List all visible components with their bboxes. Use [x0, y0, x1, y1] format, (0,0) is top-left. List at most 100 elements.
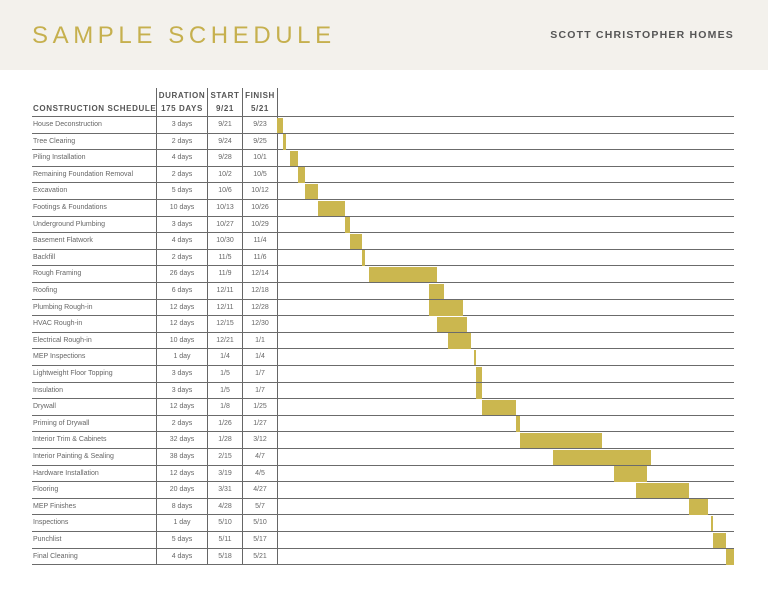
- task-finish: 1/27: [253, 419, 267, 427]
- table-row: HVAC Rough-in 12 days 12/15 12/30: [0, 316, 768, 333]
- gantt-bar: [515, 416, 520, 432]
- task-duration: 10 days: [169, 336, 195, 344]
- row-divider: [32, 132, 734, 134]
- task-finish: 3/12: [253, 436, 267, 444]
- table-row: Footings & Foundations 10 days 10/13 10/26: [0, 200, 768, 217]
- table-row: Priming of Drywall 2 days 1/26 1/27: [0, 416, 768, 433]
- task-finish: 1/25: [253, 403, 267, 411]
- gantt-bar: [350, 233, 362, 250]
- task-duration: 2 days: [171, 137, 193, 145]
- task-name: Piling Installation: [33, 154, 86, 162]
- task-finish: 5/10: [253, 519, 267, 527]
- task-start: 4/28: [218, 502, 232, 510]
- row-divider: [32, 531, 734, 532]
- table-row: MEP Finishes 8 days 4/28 5/7: [0, 499, 768, 516]
- task-finish: 12/18: [251, 287, 269, 294]
- start-column-header: START: [210, 91, 240, 100]
- gantt-bar: [361, 250, 366, 266]
- table-row: Roofing 6 days 12/11 12/18: [0, 283, 768, 300]
- gantt-bar: [481, 399, 516, 416]
- task-duration: 5 days: [171, 536, 193, 543]
- row-divider: [32, 497, 734, 499]
- brand-logo-text: SCOTT CHRISTOPHER HOMES: [550, 29, 734, 41]
- row-divider: [32, 215, 734, 217]
- task-start: 3/31: [218, 486, 232, 494]
- task-duration: 38 days: [169, 453, 195, 460]
- task-start: 10/6: [218, 187, 232, 195]
- task-duration: 3 days: [171, 220, 193, 228]
- task-name: Flooring: [33, 486, 59, 494]
- page-header: SAMPLE SCHEDULE SCOTT CHRISTOPHER HOMES: [0, 0, 768, 70]
- finish-column-header: FINISH: [245, 91, 275, 100]
- table-row: Electrical Rough-in 10 days 12/21 1/1: [0, 333, 768, 350]
- task-start: 11/5: [218, 253, 232, 261]
- task-start: 9/28: [218, 154, 232, 162]
- task-finish: 4/7: [255, 453, 265, 460]
- task-start: 3/19: [218, 469, 232, 477]
- table-row: Inspections 1 day 5/10 5/10: [0, 515, 768, 532]
- table-row: Lightweight Floor Topping 3 days 1/5 1/7: [0, 366, 768, 383]
- row-divider: [32, 315, 734, 317]
- task-duration: 4 days: [171, 552, 193, 560]
- duration-column-header: DURATION: [158, 91, 206, 100]
- task-duration: 12 days: [169, 403, 195, 411]
- task-name: Lightweight Floor Topping: [33, 370, 113, 377]
- gantt-bar: [448, 333, 471, 349]
- task-name: Tree Clearing: [33, 137, 76, 145]
- gantt-bar: [474, 349, 477, 366]
- row-divider: [32, 182, 734, 184]
- column-divider: [277, 88, 278, 566]
- task-start: 2/15: [218, 453, 232, 460]
- column-divider: [156, 88, 157, 566]
- gantt-bar: [613, 466, 648, 482]
- gantt-bar: [476, 383, 482, 399]
- task-name: Electrical Rough-in: [33, 336, 92, 344]
- task-name: Basement Flatwork: [33, 237, 93, 245]
- task-name: Plumbing Rough-in: [33, 303, 93, 311]
- task-name: Interior Trim & Cabinets: [33, 436, 107, 444]
- table-row: House Deconstruction 3 days 9/21 9/23: [0, 117, 768, 134]
- gantt-bar: [369, 266, 437, 283]
- task-finish: 1/7: [255, 370, 265, 377]
- task-duration: 8 days: [171, 502, 193, 510]
- gantt-bar: [688, 499, 708, 515]
- task-finish: 11/6: [253, 253, 267, 261]
- task-start: 5/10: [218, 519, 232, 527]
- gantt-bar: [297, 167, 306, 183]
- table-row: Insulation 3 days 1/5 1/7: [0, 383, 768, 400]
- task-duration: 2 days: [171, 170, 193, 178]
- gantt-bar: [277, 117, 283, 134]
- task-finish: 10/26: [251, 204, 269, 211]
- task-finish: 1/1: [255, 336, 265, 344]
- task-start: 12/11: [216, 287, 234, 294]
- task-finish: 1/4: [255, 353, 265, 361]
- task-duration: 2 days: [171, 253, 193, 261]
- task-duration: 3 days: [171, 121, 193, 128]
- gantt-bar: [282, 134, 287, 150]
- task-column-header: CONSTRUCTION SCHEDULE: [33, 104, 157, 113]
- task-name: Drywall: [33, 403, 56, 411]
- task-name: Punchlist: [33, 536, 62, 543]
- row-divider: [32, 265, 734, 267]
- task-start: 12/15: [216, 320, 234, 328]
- task-finish: 10/29: [251, 220, 269, 228]
- gantt-bar: [713, 532, 727, 549]
- row-divider: [32, 232, 734, 234]
- task-duration: 2 days: [171, 419, 193, 427]
- gantt-bar: [726, 549, 734, 565]
- task-finish: 11/4: [253, 237, 267, 245]
- task-name: Excavation: [33, 187, 68, 195]
- task-start: 9/24: [218, 137, 232, 145]
- table-row: Final Cleaning 4 days 5/18 5/21: [0, 549, 768, 566]
- task-finish: 10/12: [251, 187, 269, 195]
- row-divider: [32, 348, 734, 350]
- task-duration: 5 days: [171, 187, 193, 195]
- gantt-bar: [476, 366, 482, 383]
- task-name: Inspections: [33, 519, 69, 527]
- table-row: Underground Plumbing 3 days 10/27 10/29: [0, 217, 768, 234]
- task-duration: 6 days: [171, 287, 193, 294]
- task-duration: 3 days: [171, 370, 193, 377]
- task-start: 10/13: [216, 204, 234, 211]
- task-name: House Deconstruction: [33, 121, 102, 128]
- task-start: 1/5: [220, 386, 230, 394]
